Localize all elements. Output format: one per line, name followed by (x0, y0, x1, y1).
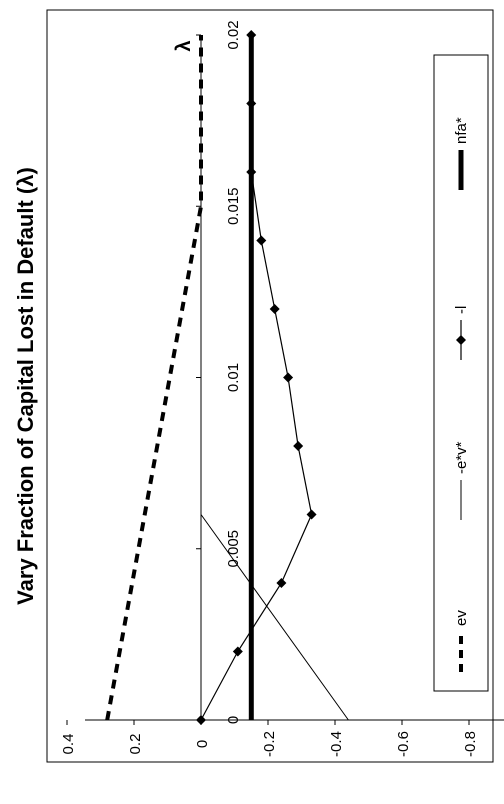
x-tick-label: 0.02 (225, 20, 242, 49)
data-point-marker (269, 304, 280, 314)
legend-marker (456, 335, 466, 345)
y-tick-label: 0 (194, 740, 211, 748)
data-point-marker (256, 235, 267, 246)
series-line-0 (105, 35, 203, 721)
y-tick-label: -0.2 (261, 731, 278, 757)
series-layer (105, 30, 349, 725)
x-tick-label: 0.005 (225, 530, 242, 568)
chart-area-border (46, 9, 494, 763)
legend-label-2: -l (453, 306, 470, 314)
x-tick-label: 0.015 (225, 187, 242, 225)
legend: ev -e*v* -l nfa* (453, 117, 470, 672)
data-point-marker (283, 372, 294, 383)
y-tick-label: 0.2 (127, 734, 144, 755)
y-tick-label: 0.4 (60, 734, 77, 755)
x-axis-label: λ (173, 40, 195, 51)
y-tick-label: -0.6 (395, 731, 412, 757)
axes: 0.40.20-0.2-0.4-0.6-0.8-100.0050.010.015… (60, 20, 504, 757)
y-tick-label: -0.8 (462, 731, 479, 757)
data-point-marker (276, 578, 287, 588)
legend-label-0: ev (453, 610, 470, 626)
data-point-marker (293, 441, 304, 451)
series-line-2 (200, 35, 313, 721)
legend-label-1: -e*v* (453, 441, 470, 474)
series-line-1 (200, 35, 349, 721)
chart-title: Vary Fraction of Capital Lost in Default… (13, 167, 38, 605)
y-tick-label: -0.4 (328, 731, 345, 757)
x-tick-label: 0 (225, 716, 242, 724)
data-point-marker (306, 509, 317, 520)
legend-label-3: nfa* (453, 117, 470, 144)
data-point-marker (232, 646, 243, 657)
data-point-marker (196, 715, 206, 725)
x-tick-label: 0.01 (225, 363, 242, 392)
